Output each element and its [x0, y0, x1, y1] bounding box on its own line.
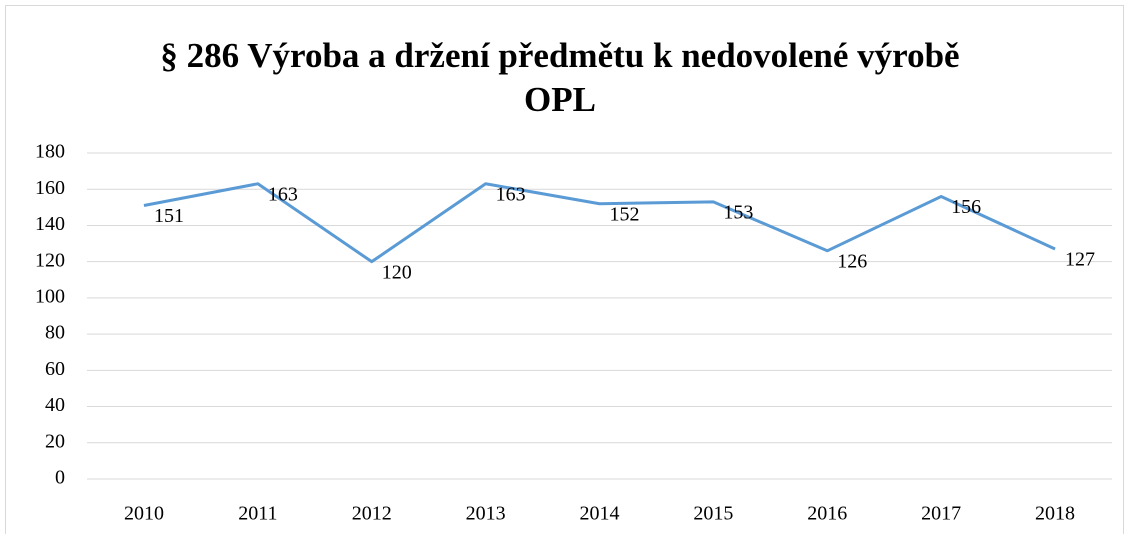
x-tick-label: 2011 [238, 503, 277, 525]
data-label: 120 [382, 261, 412, 283]
y-tick-label: 60 [45, 358, 65, 380]
data-label: 126 [837, 250, 867, 272]
data-label: 152 [610, 203, 640, 225]
x-tick-label: 2015 [693, 503, 733, 525]
data-label: 127 [1065, 249, 1095, 271]
y-tick-label: 100 [35, 285, 65, 307]
y-tick-label: 140 [35, 213, 65, 235]
x-tick-label: 2014 [580, 503, 620, 525]
y-tick-label: 20 [45, 430, 65, 452]
data-label: 156 [951, 196, 981, 218]
y-tick-label: 40 [45, 394, 65, 416]
x-tick-label: 2010 [124, 503, 164, 525]
x-tick-label: 2016 [807, 503, 847, 525]
chart-title: § 286 Výroba a držení předmětu k nedovol… [160, 36, 960, 119]
y-tick-label: 160 [35, 177, 65, 199]
y-tick-label: 0 [55, 467, 65, 489]
y-tick-label: 80 [45, 322, 65, 344]
y-tick-label: 180 [35, 141, 65, 163]
data-label: 153 [723, 201, 753, 223]
chart-frame [5, 5, 1124, 534]
y-tick-label: 120 [35, 249, 65, 271]
x-tick-label: 2017 [921, 503, 961, 525]
data-label: 163 [496, 183, 526, 205]
x-tick-label: 2013 [466, 503, 506, 525]
data-line [143, 182, 1056, 264]
data-label: 151 [154, 205, 184, 227]
data-label: 163 [268, 183, 298, 205]
x-tick-label: 2012 [352, 503, 392, 525]
x-tick-label: 2018 [1035, 503, 1075, 525]
